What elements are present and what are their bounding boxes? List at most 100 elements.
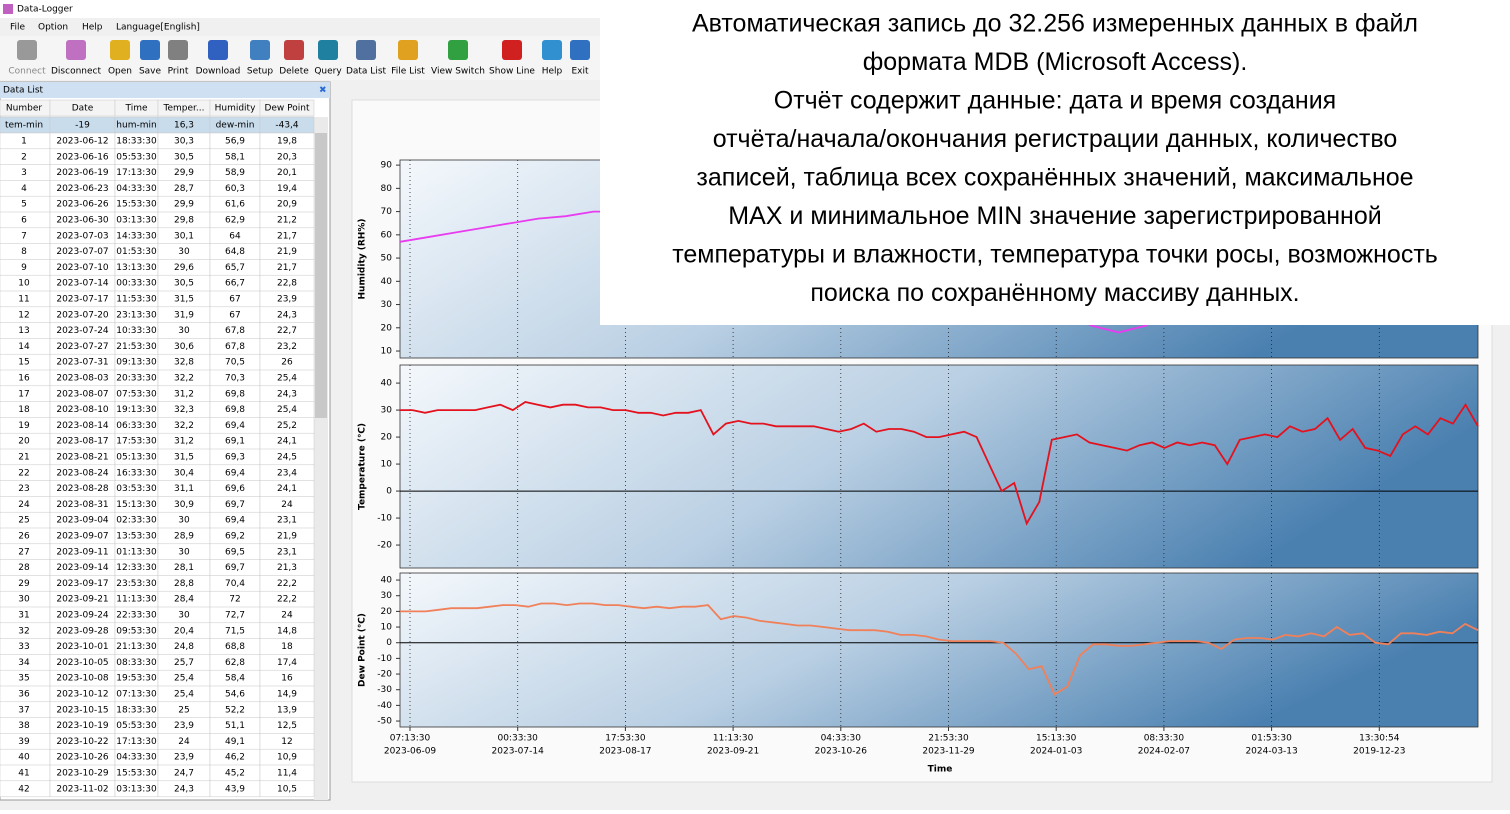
- toolbar-icon[interactable]: [284, 40, 304, 60]
- toolbar-icon[interactable]: [168, 40, 188, 60]
- table-cell: 28,1: [174, 563, 194, 573]
- table-cell: 2023-07-17: [56, 295, 108, 305]
- table-cell: 67: [229, 310, 240, 320]
- table-cell: 03:13:30: [116, 784, 157, 794]
- close-panel[interactable]: ✖: [319, 86, 327, 96]
- table-cell: 28,8: [174, 579, 194, 589]
- table-cell: 23: [18, 484, 29, 494]
- toolbar-button[interactable]: Help: [542, 67, 563, 77]
- x-tick-date: 2023-07-14: [492, 747, 545, 757]
- toolbar-button[interactable]: File List: [391, 67, 425, 77]
- table-cell: 23,1: [277, 547, 297, 557]
- table-cell: 28,9: [174, 532, 194, 542]
- toolbar-button[interactable]: Query: [314, 67, 342, 77]
- y-tick-label: 90: [381, 161, 393, 171]
- table-cell: 2023-09-24: [56, 611, 109, 621]
- table-cell: 13:13:30: [116, 263, 157, 273]
- y-tick-label: 10: [381, 623, 393, 633]
- overlay-text: Автоматическая запись до 32.256 измеренн…: [672, 10, 1438, 308]
- x-tick-time: 13:30:54: [1359, 734, 1400, 744]
- table-cell: 24: [281, 611, 293, 621]
- table-cell: 24,1: [277, 437, 297, 447]
- menu-item[interactable]: File: [10, 23, 26, 33]
- toolbar-icon[interactable]: [542, 40, 562, 60]
- toolbar-icon[interactable]: [502, 40, 522, 60]
- toolbar-button[interactable]: Exit: [571, 67, 589, 77]
- toolbar-icon[interactable]: [318, 40, 338, 60]
- table-cell: 2023-10-05: [56, 658, 108, 668]
- table-cell: 23,2: [277, 342, 297, 352]
- table-cell: 19:13:30: [116, 405, 157, 415]
- table-cell: 62,8: [225, 658, 245, 668]
- table-cell: 12:33:30: [116, 563, 157, 573]
- table-cell: 51,1: [225, 721, 245, 731]
- table-cell: 58,4: [225, 674, 245, 684]
- menu-item[interactable]: Help: [82, 23, 103, 33]
- y-tick-label: 30: [381, 591, 393, 601]
- table-cell: 23,1: [277, 516, 297, 526]
- overlay-line: MAX и минимальное MIN значение зарегистр…: [728, 202, 1381, 230]
- table-cell: 54,6: [225, 690, 245, 700]
- table-cell: 15: [18, 358, 29, 368]
- table-cell: 22,8: [277, 279, 297, 289]
- toolbar-button[interactable]: Setup: [247, 67, 273, 77]
- toolbar-icon[interactable]: [208, 40, 228, 60]
- table-cell: 21,9: [277, 247, 297, 257]
- toolbar-icon[interactable]: [448, 40, 468, 60]
- table-cell: 2023-08-10: [56, 405, 109, 415]
- table-cell: 2023-08-14: [56, 421, 109, 431]
- table-cell: 21,3: [277, 563, 297, 573]
- toolbar-button[interactable]: Download: [196, 67, 241, 77]
- y-tick-label: 30: [381, 300, 393, 310]
- table-cell: 13:53:30: [116, 532, 157, 542]
- y-tick-label: 0: [386, 487, 392, 497]
- menu-item[interactable]: Language[English]: [116, 23, 200, 33]
- toolbar-button[interactable]: Show Line: [489, 67, 535, 77]
- toolbar-button[interactable]: Connect: [8, 67, 46, 77]
- toolbar-icon[interactable]: [110, 40, 130, 60]
- table-cell: 37: [18, 705, 29, 715]
- menu-item[interactable]: Option: [38, 23, 68, 33]
- table-cell: 17,4: [277, 658, 297, 668]
- table-cell: 11:53:30: [116, 295, 157, 305]
- x-tick-time: 15:13:30: [1036, 734, 1077, 744]
- table-cell: 2023-08-07: [56, 389, 108, 399]
- toolbar-button[interactable]: Delete: [279, 67, 309, 77]
- toolbar-icon[interactable]: [140, 40, 160, 60]
- toolbar-icon[interactable]: [356, 40, 376, 60]
- toolbar-button[interactable]: Save: [139, 67, 162, 77]
- table-cell: 2023-07-24: [56, 326, 109, 336]
- table-cell: 2023-09-17: [56, 579, 108, 589]
- table-cell: 58,9: [225, 168, 245, 178]
- toolbar-icon[interactable]: [570, 40, 590, 60]
- toolbar-icon[interactable]: [398, 40, 418, 60]
- toolbar-icon[interactable]: [250, 40, 270, 60]
- table-cell: 05:53:30: [116, 721, 157, 731]
- toolbar-button[interactable]: Print: [168, 67, 189, 77]
- table-cell: 2023-08-28: [56, 484, 109, 494]
- table-cell: 21: [18, 453, 29, 463]
- table-cell: 2023-08-24: [56, 468, 109, 478]
- table-cell: 18:33:30: [116, 705, 157, 715]
- toolbar-icon[interactable]: [66, 40, 86, 60]
- table-cell: 03:53:30: [116, 484, 157, 494]
- toolbar-button[interactable]: Disconnect: [51, 67, 101, 77]
- overlay-line: Отчёт содержит данные: дата и время созд…: [774, 87, 1336, 115]
- toolbar-button[interactable]: Data List: [346, 67, 387, 77]
- scroll-thumb[interactable]: [315, 133, 327, 418]
- table-cell: 11:13:30: [116, 595, 157, 605]
- y-axis-label: Dew Point (℃): [358, 613, 368, 687]
- table-cell: 21,2: [277, 216, 297, 226]
- table-cell: 21,7: [277, 263, 297, 273]
- table-cell: 72: [229, 595, 240, 605]
- table-cell: 32,2: [174, 374, 194, 384]
- x-tick-date: 2024-02-07: [1138, 747, 1190, 757]
- toolbar-icon[interactable]: [17, 40, 37, 60]
- toolbar-button[interactable]: View Switch: [431, 67, 485, 77]
- table-cell: 25,4: [174, 690, 194, 700]
- table-cell: 04:33:30: [116, 753, 157, 763]
- toolbar-button[interactable]: Open: [108, 67, 132, 77]
- table-cell: 12: [281, 737, 292, 747]
- table-cell: 9: [21, 263, 27, 273]
- overlay-line: поиска по сохранённому массиву данных.: [810, 279, 1299, 307]
